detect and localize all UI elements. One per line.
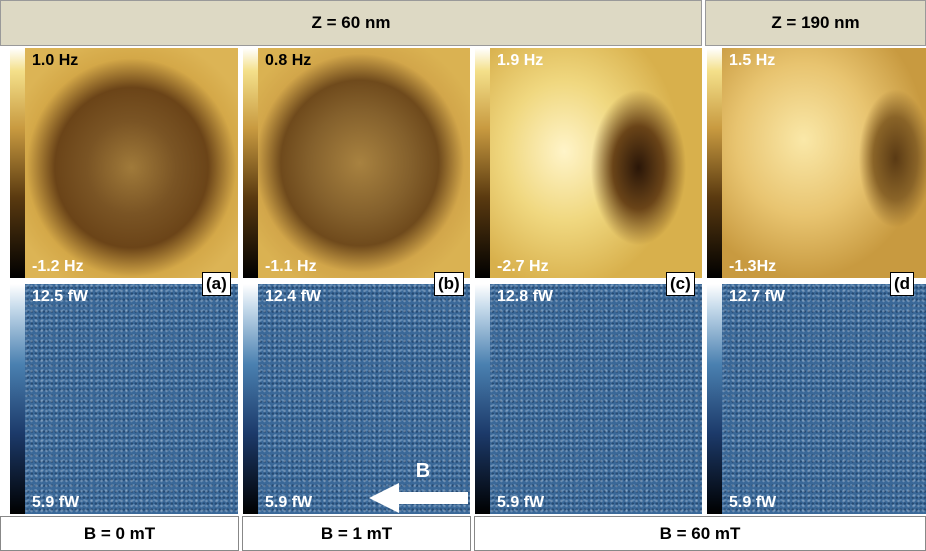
power-image [25, 284, 238, 514]
panel-letter: (b) [434, 272, 464, 296]
topography-image [258, 48, 470, 278]
colorbar [707, 284, 722, 514]
field-arrow: B [369, 460, 468, 513]
topography-image [490, 48, 702, 278]
scale-min: 5.9 fW [729, 494, 777, 511]
scale-max: 0.8 Hz [265, 52, 312, 69]
colorbar [243, 284, 258, 514]
scale-min: 5.9 fW [265, 494, 313, 511]
scale-max: 12.7 fW [729, 288, 786, 305]
panel-letter: (d [890, 272, 915, 296]
power-image [258, 284, 470, 514]
topography-image [722, 48, 926, 278]
arrow-label: B [416, 460, 430, 482]
scale-min: 5.9 fW [32, 494, 80, 511]
footer-cell: B = 1 mT [242, 516, 471, 551]
scale-min: 5.9 fW [497, 494, 545, 511]
header-right: Z = 190 nm [705, 0, 926, 46]
scale-min: -1.2 Hz [32, 258, 84, 275]
scale-max: 1.5 Hz [729, 52, 776, 69]
scale-max: 12.8 fW [497, 288, 554, 305]
power-image [722, 284, 926, 514]
colorbar [10, 284, 25, 514]
scale-max: 12.5 fW [32, 288, 89, 305]
scale-min: -1.1 Hz [265, 258, 317, 275]
scale-min: -1.3Hz [729, 258, 777, 275]
colorbar [475, 284, 490, 514]
scale-max: 1.0 Hz [32, 52, 79, 69]
colorbar [243, 48, 258, 278]
footer-cell: B = 0 mT [0, 516, 239, 551]
colorbar [707, 48, 722, 278]
arrow-shape [369, 483, 468, 513]
panel-letter: (c) [666, 272, 695, 296]
colorbar [475, 48, 490, 278]
header-left: Z = 60 nm [0, 0, 702, 46]
topography-image [25, 48, 238, 278]
scale-max: 1.9 Hz [497, 52, 544, 69]
colorbar [10, 48, 25, 278]
scale-max: 12.4 fW [265, 288, 322, 305]
footer-cell: B = 60 mT [474, 516, 926, 551]
panel-letter: (a) [202, 272, 231, 296]
scale-min: -2.7 Hz [497, 258, 549, 275]
power-image [490, 284, 702, 514]
